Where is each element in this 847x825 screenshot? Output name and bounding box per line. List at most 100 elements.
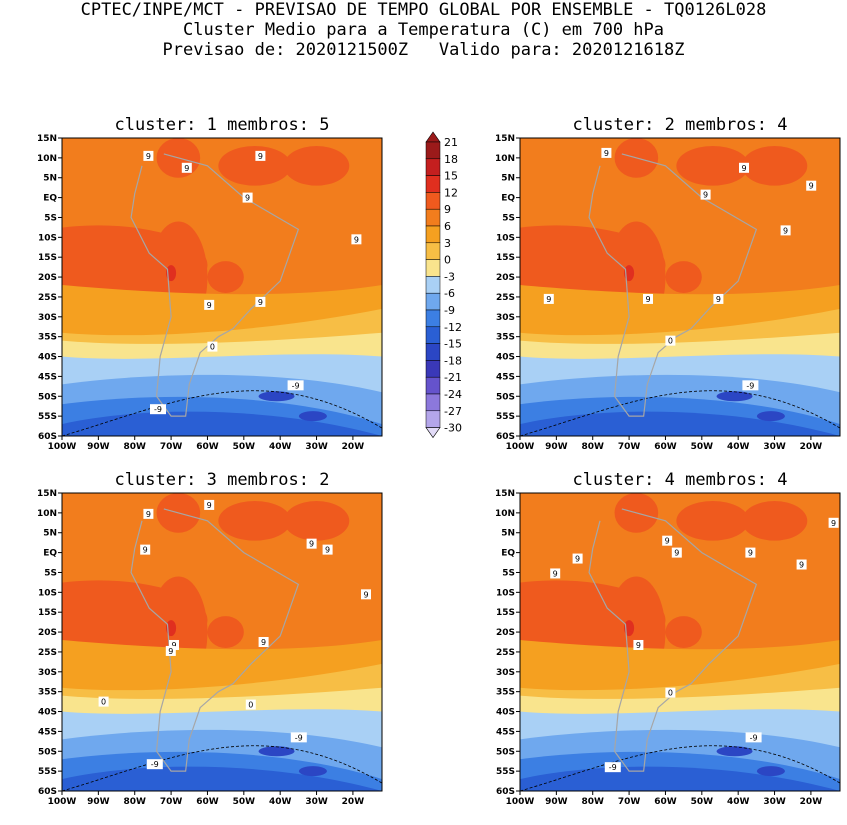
cluster-4-svg: cluster: 4 membros: 4 15N 10N 5N EQ 5S 10S 15S 2… xyxy=(495,470,841,807)
cluster-2-field xyxy=(520,138,840,436)
cluster-3-xtick-label: 100W xyxy=(48,797,77,807)
cluster-1-ytick-label: 60S xyxy=(38,432,57,442)
cluster-1-map: cluster: 1 membros: 5 15N 10N 5N EQ 5S 10S 15S 2… xyxy=(20,110,420,470)
cluster-1-contour-label: 9 xyxy=(258,298,263,307)
cluster-2-contour-label-bg xyxy=(806,180,817,191)
cluster-4-contour-label: 9 xyxy=(748,549,753,558)
colorbar-swatch xyxy=(425,360,441,378)
cluster-4-ytick-label: 15S xyxy=(496,608,515,618)
cluster-1-warm-core-5 xyxy=(283,145,350,186)
colorbar-label: -3 xyxy=(444,270,455,283)
cluster-3-contour-label-bg xyxy=(322,544,333,555)
cluster-4-contour-label: 9 xyxy=(831,519,836,528)
cluster-2-xtick-label: 100W xyxy=(506,442,535,452)
cluster-2-ytick-label: 15S xyxy=(496,253,515,263)
colorbar-swatch xyxy=(425,158,441,176)
cluster-1-contour-label-bg xyxy=(242,192,253,203)
header-line-3: Previsao de: 2020121500Z Valido para: 20… xyxy=(162,40,685,60)
cluster-4-ytick-label: 10N xyxy=(495,509,515,519)
cluster-4-cold-core-2 xyxy=(756,766,785,777)
cluster-3-xtick-label: 60W xyxy=(196,797,219,807)
cluster-1-coastline xyxy=(130,153,300,417)
cluster-3-ytick-label: 25S xyxy=(38,648,57,658)
colorbar-label: -21 xyxy=(444,371,462,384)
colorbar-label: 9 xyxy=(444,203,451,216)
cluster-4-xtick-label: 80W xyxy=(582,797,605,807)
cluster-2-ytick-label: 45S xyxy=(496,372,515,382)
cluster-3-contour-minus-9 xyxy=(62,745,382,791)
cluster-2-warm-core-5 xyxy=(741,145,808,186)
cluster-2-ytick-label: 15N xyxy=(495,134,515,144)
cluster-2-svg: cluster: 2 membros: 4 15N 10N 5N EQ 5S 10S 15S 2… xyxy=(495,115,841,452)
cluster-3-ytick-label: 30S xyxy=(38,668,57,678)
header-line-2: Cluster Medio para a Temperatura (C) em … xyxy=(182,20,665,40)
cluster-4-ytick-label: 50S xyxy=(496,747,515,757)
cluster-3-ytick-label: 60S xyxy=(38,787,57,797)
cluster-4-warm-core-3 xyxy=(676,500,750,541)
cluster-3-xtick-label: 80W xyxy=(124,797,147,807)
cluster-2-frame xyxy=(519,137,841,437)
cluster-3-contour-label: 9 xyxy=(325,546,330,555)
cluster-3-contour-label: 9 xyxy=(261,638,266,647)
colorbar-swatch xyxy=(425,175,441,193)
cluster-3-contour-label: 0 xyxy=(248,701,253,710)
cluster-4-contour-label-bg xyxy=(550,568,561,579)
cluster-4-contour-label-bg xyxy=(572,553,583,564)
cluster-3-contour-label: 9 xyxy=(309,540,314,549)
cluster-2-contour-label: 9 xyxy=(741,164,746,173)
colorbar-label: 18 xyxy=(444,153,458,166)
cluster-3-xtick-label: 20W xyxy=(342,797,365,807)
cluster-2-ytick-label: 10S xyxy=(496,233,515,243)
cluster-1-contour-minus-9 xyxy=(62,390,382,436)
colorbar-swatch xyxy=(425,376,441,395)
cluster-4-contour-label-bg xyxy=(665,687,676,698)
cluster-4-contour-label: 9 xyxy=(799,561,804,570)
cluster-1-contour-label: 9 xyxy=(184,164,189,173)
colorbar-swatch xyxy=(425,410,441,428)
colorbar-swatch xyxy=(425,192,441,210)
cluster-1-ytick-label: 55S xyxy=(38,412,57,422)
cluster-2-xtick-label: 90W xyxy=(545,442,568,452)
cluster-4-coastline xyxy=(588,508,758,772)
cluster-3-contour-label-bg xyxy=(169,639,179,650)
cluster-3-contour-label-bg xyxy=(361,589,371,600)
cluster-3-ytick-label: 15S xyxy=(38,608,57,618)
cluster-1-xtick-label: 90W xyxy=(87,442,110,452)
cluster-1-contour-label: 9 xyxy=(207,301,212,310)
colorbar-swatch xyxy=(425,259,441,277)
cluster-2-warm-core-3 xyxy=(676,145,750,186)
cluster-3-ytick-label: 40S xyxy=(38,708,57,718)
colorbar-label: -12 xyxy=(444,321,462,334)
cluster-4-contour-label-bg xyxy=(828,517,839,528)
cluster-3-contour-label: 9 xyxy=(143,546,148,555)
cluster-2-contour-label-bg xyxy=(643,293,653,304)
cluster-1-ytick-label: 35S xyxy=(38,333,57,343)
cluster-4-xtick-label: 40W xyxy=(727,797,750,807)
cluster-2-ytick-label: EQ xyxy=(501,194,515,204)
cluster-2-contour-label: -9 xyxy=(746,381,754,390)
cluster-2-contour-label: 9 xyxy=(546,295,551,304)
colorbar-label: 6 xyxy=(444,220,451,233)
colorbar-label: -6 xyxy=(444,287,455,300)
color-scale-svg: 21 18 15 12 9 6 3 0 -3 -6 -9 -12 -15 -18 -21 -24 -27 -30 xyxy=(425,131,462,439)
colorbar-swatch xyxy=(425,393,441,412)
colorbar-label: 3 xyxy=(444,237,451,250)
cluster-2-xtick-label: 50W xyxy=(691,442,714,452)
cluster-1-xtick-label: 100W xyxy=(48,442,77,452)
cluster-4-contour-label: 9 xyxy=(553,569,558,578)
cluster-3-xtick-label: 90W xyxy=(87,797,110,807)
cluster-2-xtick-label: 60W xyxy=(654,442,677,452)
cluster-1-contour-label-bg xyxy=(287,380,304,391)
cluster-4-contour-label: -9 xyxy=(750,733,758,742)
cluster-2-title: cluster: 2 membros: 4 xyxy=(573,115,788,135)
cluster-2-map: cluster: 2 membros: 4 15N 10N 5N EQ 5S 10S 15S 2… xyxy=(478,110,847,470)
cluster-4-contour-label: 9 xyxy=(665,537,670,546)
cluster-4-ytick-label: 20S xyxy=(496,628,515,638)
cluster-2-contour-label: 9 xyxy=(703,191,708,200)
cluster-1-ytick-label: 10S xyxy=(38,233,57,243)
cluster-3-warm-core-2 xyxy=(207,616,244,648)
cluster-4-ytick-label: 5N xyxy=(501,529,515,539)
cluster-1-xtick-label: 80W xyxy=(124,442,147,452)
colorbar-swatch xyxy=(425,292,441,311)
cluster-1-contour-label: -9 xyxy=(154,405,162,414)
